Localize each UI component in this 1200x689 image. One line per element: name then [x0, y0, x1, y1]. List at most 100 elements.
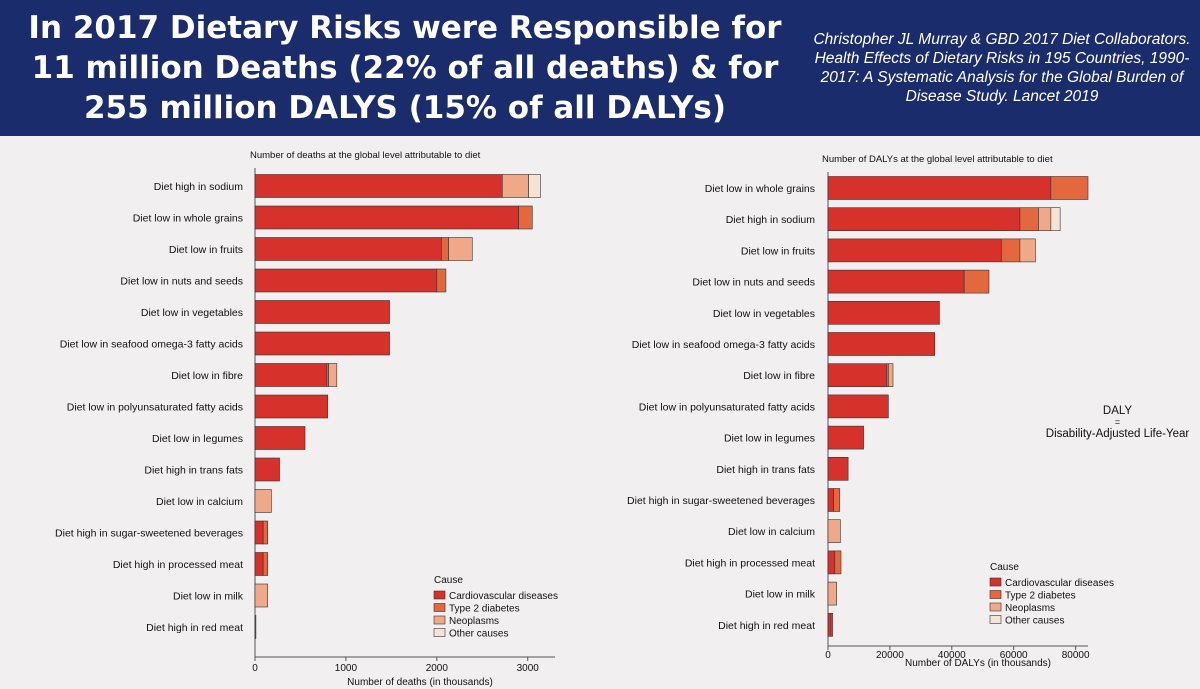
- deaths-bar-segment: [441, 237, 449, 261]
- dalys-legend-swatch: [989, 615, 1002, 624]
- citation-line-2: Health Effects of Dietary Risks in 195 C…: [814, 50, 1190, 67]
- citation-line-1: Christopher JL Murray & GBD 2017 Diet Co…: [813, 31, 1191, 48]
- deaths-category-label: Diet low in whole grains: [133, 213, 243, 225]
- charts-canvas: Number of deaths at the global level att…: [55, 150, 1114, 688]
- citation: Christopher JL Murray & GBD 2017 Diet Co…: [812, 30, 1192, 106]
- deaths-category-label: Diet low in fibre: [171, 370, 243, 382]
- dalys-bar-segment: [1001, 238, 1021, 263]
- dalys-bar-segment: [827, 301, 940, 325]
- dalys-legend-label: Type 2 diabetes: [1005, 591, 1076, 602]
- dalys-bar-segment: [1050, 207, 1061, 231]
- dalys-category-label: Diet low in vegetables: [713, 308, 815, 320]
- dalys-category-label: Diet low in polyunsaturated fatty acids: [639, 401, 815, 413]
- deaths-legend-label: Other causes: [449, 629, 508, 640]
- deaths-bar-segment: [501, 174, 529, 198]
- deaths-category-label: Diet high in red meat: [146, 622, 243, 634]
- dalys-category-label: Diet low in whole grains: [705, 183, 815, 195]
- deaths-legend-title: Cause: [434, 575, 463, 586]
- dalys-bar-segment: [827, 238, 1002, 263]
- title-line-1: In 2017 Dietary Risks were Responsible f…: [28, 10, 782, 46]
- deaths-legend-swatch: [433, 628, 446, 637]
- dalys-x-axis-title: Number of DALYs (in thousands): [905, 658, 1051, 669]
- deaths-bar-segment: [254, 205, 519, 230]
- deaths-category-label: Diet low in polyunsaturated fatty acids: [67, 402, 243, 414]
- deaths-bar-segment: [254, 552, 264, 576]
- dalys-bar-segment: [963, 269, 990, 294]
- deaths-bar-segment: [254, 174, 503, 198]
- deaths-bar-segment: [254, 489, 272, 513]
- dalys-category-label: Diet low in legumes: [724, 433, 815, 445]
- deaths-bar-segment: [448, 237, 473, 261]
- deaths-category-label: Diet low in milk: [173, 591, 244, 603]
- deaths-bar-segment: [328, 363, 338, 387]
- deaths-bar-segment: [518, 205, 533, 230]
- dalys-category-label: Diet high in sodium: [726, 214, 816, 226]
- dalys-category-label: Diet low in nuts and seeds: [692, 277, 815, 289]
- citation-line-4: Disease Study. Lancet 2019: [905, 88, 1099, 105]
- dalys-category-label: Diet low in seafood omega-3 fatty acids: [632, 339, 815, 351]
- deaths-x-tick-label: 2000: [426, 663, 449, 674]
- deaths-bar-segment: [254, 237, 442, 261]
- dalys-bar-segment: [827, 207, 1021, 231]
- deaths-bar-segment: [254, 363, 328, 387]
- deaths-category-label: Diet low in seafood omega-3 fatty acids: [60, 339, 243, 351]
- dalys-bar-segment: [827, 519, 841, 544]
- dalys-x-tick-label: 20000: [876, 650, 904, 661]
- dalys-x-tick-label: 0: [825, 650, 831, 661]
- deaths-legend-swatch: [433, 603, 446, 612]
- dalys-legend-label: Other causes: [1005, 616, 1064, 627]
- deaths-legend-label: Neoplasms: [449, 616, 499, 627]
- slide-title: In 2017 Dietary Risks were Responsible f…: [10, 8, 800, 128]
- deaths-category-label: Diet high in trans fats: [144, 465, 243, 477]
- dalys-bar-segment: [888, 363, 894, 387]
- deaths-bar-segment: [254, 615, 257, 639]
- deaths-legend-label: Type 2 diabetes: [449, 604, 520, 615]
- deaths-x-axis-title: Number of deaths (in thousands): [347, 677, 493, 688]
- slide-body: Number of deaths at the global level att…: [0, 136, 1200, 689]
- deaths-legend-swatch: [433, 615, 446, 625]
- dalys-bar-segment: [827, 394, 889, 419]
- dalys-bar-segment: [827, 612, 832, 637]
- deaths-bar-segment: [254, 331, 390, 356]
- deaths-x-tick-label: 0: [252, 663, 258, 674]
- dalys-bar-segment: [1019, 238, 1036, 263]
- dalys-legend-title: Cause: [990, 562, 1019, 573]
- dalys-x-tick-label: 40000: [938, 650, 966, 661]
- deaths-bar-segment: [254, 426, 306, 450]
- deaths-bar-segment: [528, 174, 541, 198]
- deaths-legend-label: Cardiovascular diseases: [449, 591, 558, 602]
- dalys-category-label: Diet low in fibre: [743, 370, 815, 382]
- dalys-legend-swatch: [989, 602, 1002, 612]
- deaths-bar-segment: [436, 268, 447, 293]
- dalys-chart-title: Number of DALYs at the global level attr…: [822, 154, 1053, 165]
- deaths-bar-segment: [254, 394, 329, 419]
- dalys-legend-label: Neoplasms: [1005, 603, 1055, 614]
- deaths-chart-title: Number of deaths at the global level att…: [250, 150, 481, 161]
- deaths-category-label: Diet low in fruits: [169, 244, 243, 256]
- dalys-bar-segment: [827, 456, 849, 481]
- deaths-x-tick-label: 1000: [335, 663, 358, 674]
- deaths-bar-segment: [262, 552, 269, 576]
- dalys-x-tick-label: 60000: [1000, 650, 1028, 661]
- dalys-bar-segment: [830, 612, 833, 637]
- dalys-x-tick-label: 80000: [1062, 650, 1090, 661]
- deaths-bar-segment: [254, 457, 280, 482]
- deaths-bar-segment: [254, 583, 269, 608]
- dalys-bar-segment: [1038, 207, 1052, 231]
- dalys-bar-segment: [827, 425, 864, 450]
- dalys-category-label: Diet low in calcium: [728, 526, 815, 538]
- dalys-bar-segment: [1050, 176, 1089, 200]
- dalys-category-label: Diet high in red meat: [718, 620, 815, 632]
- dalys-bar-segment: [827, 581, 837, 606]
- dalys-category-label: Diet low in fruits: [741, 245, 815, 257]
- title-line-2: 11 million Deaths (22% of all deaths) & …: [31, 50, 779, 86]
- dalys-bar-segment: [827, 363, 888, 387]
- dalys-category-label: Diet low in milk: [745, 589, 816, 601]
- deaths-bar-segment: [254, 268, 438, 293]
- deaths-bar-segment: [262, 520, 269, 545]
- daly-note-equals: =: [1114, 417, 1121, 427]
- dalys-bar-segment: [827, 332, 936, 356]
- header-banner: In 2017 Dietary Risks were Responsible f…: [0, 0, 1200, 136]
- dalys-bar-segment: [827, 269, 965, 294]
- dalys-bar-segment: [827, 550, 836, 575]
